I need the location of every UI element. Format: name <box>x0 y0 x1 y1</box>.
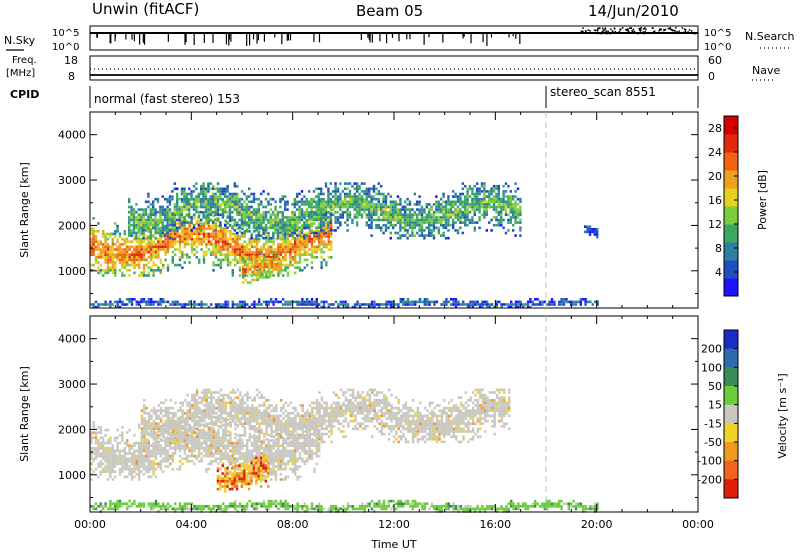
y-tick-label: 1000 <box>58 469 86 482</box>
y-tick-label: 1000 <box>58 265 86 278</box>
freq-label: Freq. <box>12 55 37 66</box>
nsearch-tick-top: 10^5 <box>704 28 731 39</box>
nave-tick-bottom: 0 <box>708 70 715 83</box>
velocity-colorbar-tick: 100 <box>701 361 722 374</box>
power-swatch <box>724 134 738 153</box>
y-tick-label: 2000 <box>58 219 86 232</box>
power-swatch <box>724 224 738 243</box>
date-title: 14/Jun/2010 <box>588 2 679 20</box>
power-colorbar-tick: 24 <box>708 146 722 159</box>
velocity-ylabel: Slant Range [km] <box>18 366 31 462</box>
nsky-tick-bottom: 10^0 <box>52 42 79 53</box>
velocity-swatch <box>724 386 738 405</box>
velocity-swatch <box>724 349 738 368</box>
freq-panel: Freq. [MHz] 18 8 60 0 Nave <box>6 54 780 83</box>
nsky-label: N.Sky <box>4 34 36 47</box>
y-tick-label: 3000 <box>58 174 86 187</box>
nave-tick-top: 60 <box>708 54 722 67</box>
time-axis-label: Time UT <box>370 538 416 551</box>
cpid-segment-normal: normal (fast stereo) 153 <box>94 92 240 106</box>
cpid-segment-stereo: stereo_scan 8551 <box>550 85 656 99</box>
power-swatch <box>724 260 738 279</box>
nsky-tick-top: 10^5 <box>52 28 79 39</box>
freq-tick-top: 18 <box>64 54 78 67</box>
freq-tick-bottom: 8 <box>68 70 75 83</box>
x-tick-label: 08:00 <box>277 518 309 531</box>
power-colorbar-tick: 12 <box>708 218 722 231</box>
velocity-heatmap: 1000 2000 3000 4000 00:00 04:00 08:00 12:00 16:0… <box>18 316 714 551</box>
power-swatch <box>724 188 738 207</box>
velocity-swatch <box>724 423 738 442</box>
power-swatch <box>724 116 738 135</box>
x-tick-label: 00:00 <box>682 518 714 531</box>
beam-title: Beam 05 <box>356 2 423 20</box>
nave-label: Nave <box>752 64 780 77</box>
velocity-colorbar-tick: 15 <box>708 399 722 412</box>
velocity-colorbar: 200 100 50 15 -15 -50 -100 -200 Velocity [m s⁻¹… <box>697 330 789 499</box>
nsky-panel: N.Sky 10^5 10^0 10^5 10^0 N.Search <box>4 26 795 53</box>
y-tick-label: 3000 <box>58 378 86 391</box>
cpid-label: CPID <box>10 88 39 101</box>
power-colorbar-tick: 8 <box>715 242 722 255</box>
cpid-panel: CPID normal (fast stereo) 153 stereo_sca… <box>10 85 698 108</box>
velocity-colorbar-tick: -15 <box>704 417 722 430</box>
velocity-swatch <box>724 479 738 498</box>
velocity-swatch <box>724 405 738 424</box>
power-colorbar-tick: 16 <box>708 194 722 207</box>
velocity-colorbar-tick: -50 <box>704 436 722 449</box>
power-swatch <box>724 278 738 297</box>
velocity-colorbar-label: Velocity [m s⁻¹] <box>776 373 789 458</box>
velocity-swatch <box>724 330 738 349</box>
power-ylabel: Slant Range [km] <box>18 162 31 258</box>
power-colorbar: 4 8 12 16 20 24 28 Power [dB] <box>708 116 769 297</box>
velocity-swatch <box>724 442 738 461</box>
velocity-colorbar-tick: 200 <box>701 343 722 356</box>
power-colorbar-tick: 20 <box>708 170 722 183</box>
power-swatch <box>724 152 738 171</box>
x-tick-label: 16:00 <box>479 518 511 531</box>
site-title: Unwin (fitACF) <box>92 0 199 18</box>
velocity-colorbar-tick: -200 <box>697 473 722 486</box>
x-tick-label: 00:00 <box>74 518 106 531</box>
freq-unit: [MHz] <box>6 68 35 79</box>
nsearch-label: N.Search <box>745 30 795 43</box>
power-swatch <box>724 206 738 225</box>
y-tick-label: 4000 <box>58 129 86 142</box>
velocity-colorbar-tick: 50 <box>708 380 722 393</box>
x-tick-label: 04:00 <box>175 518 207 531</box>
y-tick-label: 2000 <box>58 423 86 436</box>
power-colorbar-tick: 4 <box>715 266 722 279</box>
velocity-colorbar-tick: -100 <box>697 455 722 468</box>
power-colorbar-tick: 28 <box>708 122 722 135</box>
velocity-swatch <box>724 461 738 480</box>
velocity-swatch <box>724 367 738 386</box>
power-heatmap: 1000 2000 3000 4000 Slant Range [km] <box>18 112 698 308</box>
x-tick-label: 12:00 <box>378 518 410 531</box>
nsearch-tick-bottom: 10^0 <box>704 42 731 53</box>
power-swatch <box>724 170 738 189</box>
y-tick-label: 4000 <box>58 333 86 346</box>
power-colorbar-label: Power [dB] <box>756 170 769 230</box>
x-tick-label: 20:00 <box>581 518 613 531</box>
power-swatch <box>724 242 738 261</box>
